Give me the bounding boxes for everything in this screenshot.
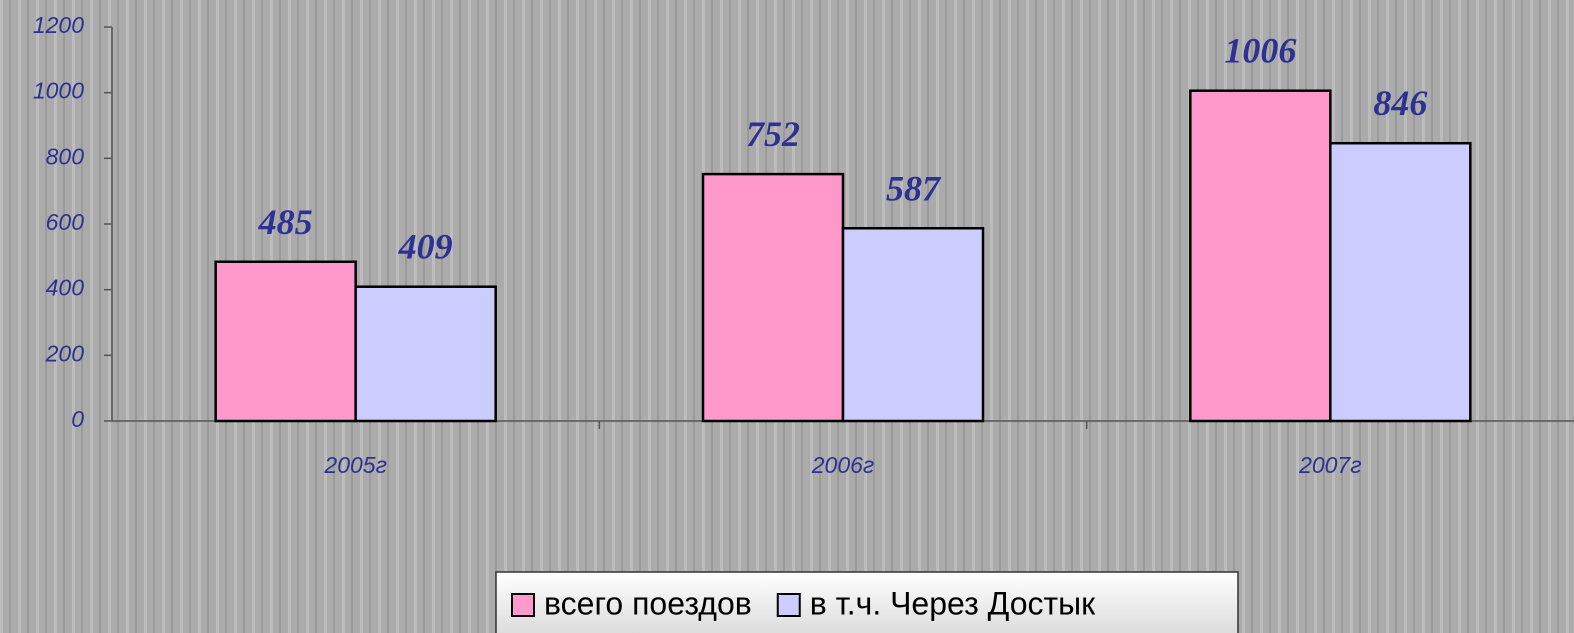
value-label: 587 [886,168,942,208]
x-tick-label: 2006г [811,452,875,478]
chart: всего поездов в т.ч. Через Достык 0 200 400… [0,0,1574,633]
bar [843,228,983,421]
y-tick-label: 0 [71,406,84,432]
y-tick-label: 1000 [33,78,84,104]
bar [216,262,356,421]
value-label: 846 [1373,83,1427,123]
y-tick-label: 1200 [33,12,84,38]
value-label: 1006 [1224,31,1296,71]
x-tick-label: 2005г [323,452,387,478]
bar [356,287,496,421]
legend-label: всего поездов [544,585,752,621]
x-tick-label: 2007г [1298,452,1362,478]
legend-swatch [512,594,534,616]
bar [1190,91,1330,421]
bar [1330,143,1470,421]
legend-swatch [778,594,800,616]
y-tick-label: 800 [46,143,85,169]
value-label: 485 [258,202,313,242]
y-tick-label: 600 [46,209,85,235]
y-tick-label: 200 [45,340,85,366]
y-tick-label: 400 [46,275,85,301]
legend: всего поездов в т.ч. Через Достык [496,572,1238,633]
value-label: 752 [746,114,800,154]
legend-label: в т.ч. Через Достык [810,585,1096,621]
value-label: 409 [398,227,453,267]
bar [703,174,843,421]
